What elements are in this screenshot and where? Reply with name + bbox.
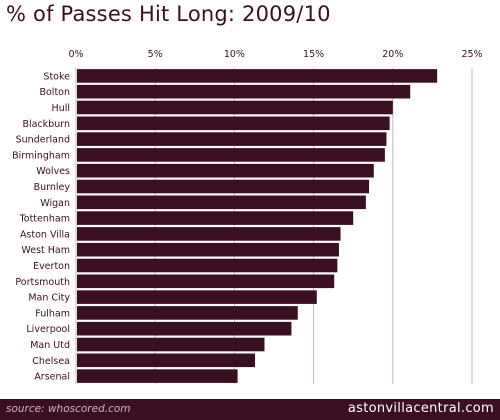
bar	[77, 211, 354, 225]
category-label: Chelsea	[32, 356, 70, 367]
bar	[77, 132, 387, 146]
x-tick-label: 15%	[303, 49, 324, 60]
category-label: Liverpool	[26, 324, 70, 335]
bar	[77, 321, 292, 336]
category-label: Blackburn	[22, 119, 70, 130]
category-label: Portsmouth	[15, 277, 70, 288]
footer-bar: source: whoscored.com astonvillacentral.…	[0, 399, 500, 420]
bar	[77, 116, 390, 131]
bar	[77, 369, 238, 383]
category-label: Sunderland	[16, 135, 70, 146]
bar	[77, 353, 255, 368]
bar-chart: 0% 5% 10% 15% 20% 25% Stoke Bolton Hull Blackburn…	[12, 49, 483, 384]
category-label: Fulham	[35, 308, 70, 319]
bar	[77, 242, 339, 257]
category-label: Man Utd	[30, 340, 70, 351]
bar	[77, 148, 385, 162]
category-label: Man City	[28, 293, 70, 304]
category-label: Arsenal	[34, 372, 70, 383]
category-label: Everton	[33, 261, 70, 272]
bar	[77, 69, 438, 83]
category-label: Burnley	[34, 182, 71, 193]
category-label: Hull	[52, 103, 70, 114]
bar	[77, 179, 370, 194]
category-label: Wolves	[36, 166, 70, 177]
bar	[77, 163, 374, 178]
category-label: West Ham	[21, 245, 70, 256]
x-tick-label: 10%	[224, 49, 245, 60]
category-label: Tottenham	[19, 214, 70, 225]
bar	[77, 100, 393, 115]
bar	[77, 227, 341, 241]
x-tick-label: 5%	[148, 49, 163, 60]
category-label: Stoke	[43, 71, 70, 82]
category-label: Birmingham	[12, 150, 70, 161]
x-tick-label: 0%	[68, 49, 83, 60]
category-label: Aston Villa	[20, 229, 70, 240]
bar	[77, 84, 411, 99]
bar	[77, 195, 366, 210]
chart-title: % of Passes Hit Long: 2009/10	[6, 2, 331, 26]
brand-logo-text: astonvillacentral.com	[347, 401, 494, 416]
bar	[77, 306, 298, 320]
x-tick-label: 20%	[382, 49, 403, 60]
x-tick-label: 25%	[461, 49, 482, 60]
source-credit: source: whoscored.com	[6, 403, 131, 415]
category-label: Wigan	[40, 198, 70, 209]
bar	[77, 290, 317, 304]
bar	[77, 258, 338, 273]
bar	[77, 274, 335, 289]
bar	[77, 337, 265, 352]
category-label: Bolton	[39, 87, 70, 98]
